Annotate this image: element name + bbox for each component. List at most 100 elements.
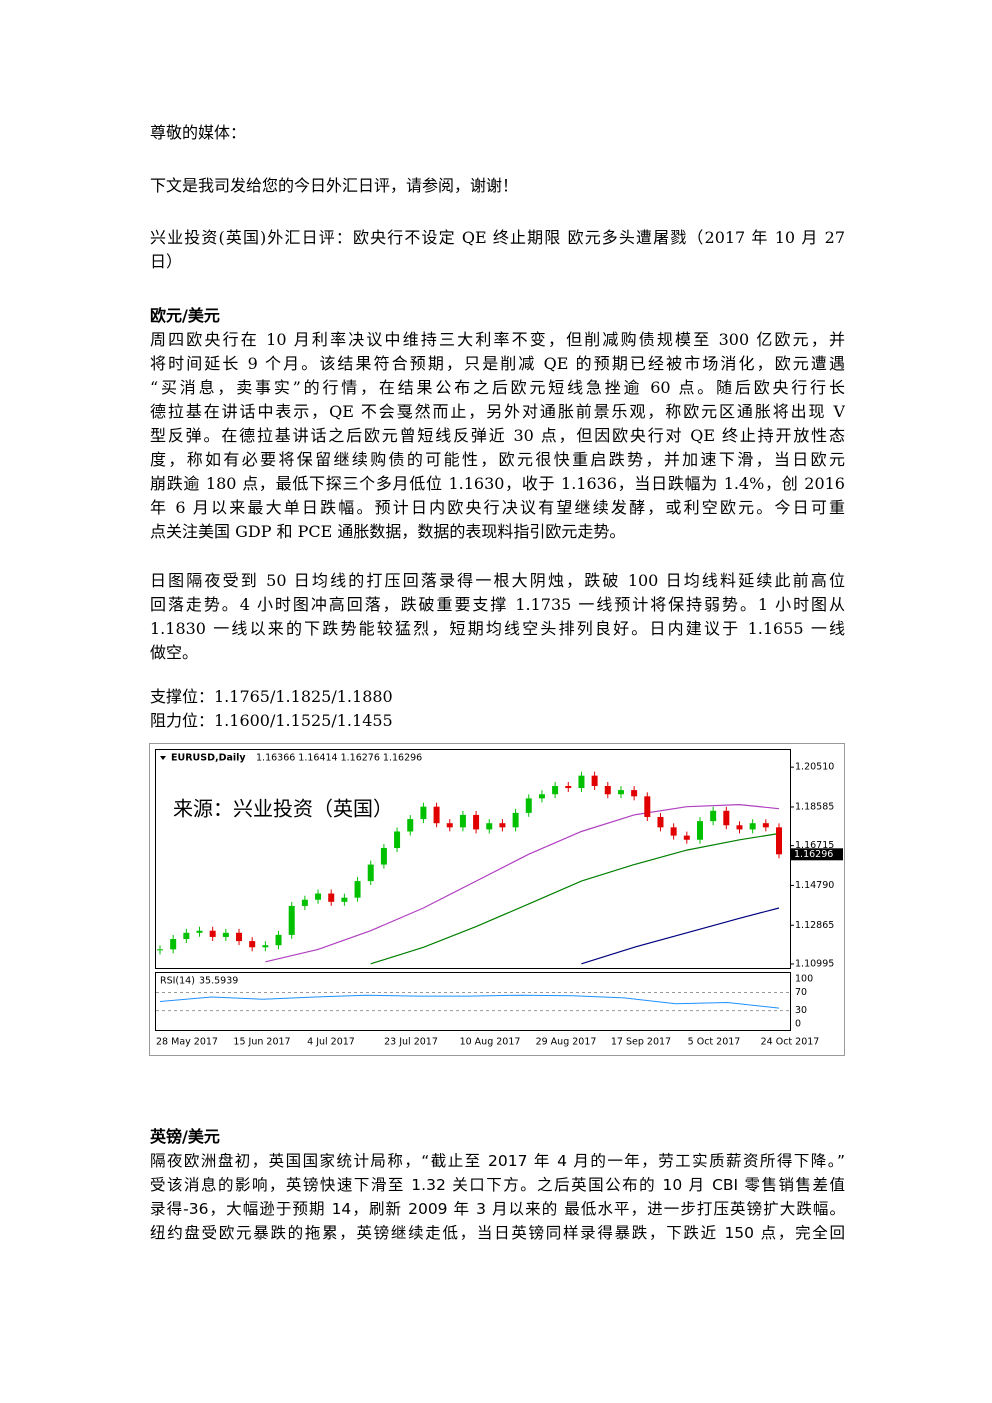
text-line: 尊敬的媒体：: [150, 123, 247, 142]
candle: [183, 932, 190, 940]
moving-average: [370, 832, 780, 965]
text-line: 下文是我司发给您的今日外汇日评，请参阅，谢谢！: [150, 176, 519, 195]
text-line: 受该消息的影响，英镑快速下滑至 1.32 关口下方。之后英国公布的 10 月 C…: [150, 1176, 845, 1194]
text-line: 欧元/美元: [150, 306, 220, 325]
text-line: “买消息，卖事实”的行情，在结果公布之后欧元短线急挫逾 60 点。随后欧央行行长: [150, 378, 845, 397]
text-line: 度，称如有必要将保留继续购债的可能性，欧元很快重启跌势，并加速下滑，当日欧元: [150, 450, 845, 469]
x-tick-label: 5 Oct 2017: [688, 1037, 741, 1048]
x-tick-label: 15 Jun 2017: [233, 1037, 290, 1048]
text-line: 做空。: [150, 643, 199, 662]
candle: [473, 814, 480, 830]
candle: [222, 932, 229, 937]
candle: [762, 823, 769, 828]
rsi-tick-label: 100: [795, 973, 813, 984]
chart-quote: 1.16366 1.16414 1.16276 1.16296: [256, 753, 422, 764]
x-tick-label: 24 Oct 2017: [761, 1037, 820, 1048]
candle: [710, 810, 717, 822]
rsi-tick-label: 30: [795, 1005, 807, 1016]
candle: [328, 893, 335, 902]
text-line: 周四欧央行在 10 月利率决议中维持三大利率不变，但削减购债规模至 300 亿欧…: [150, 330, 845, 349]
candle: [236, 932, 243, 942]
candle: [459, 814, 466, 828]
text-line: 日图隔夜受到 50 日均线的打压回落录得一根大阴烛，跌破 100 日均线料延续此…: [150, 571, 845, 590]
candle: [776, 827, 782, 855]
candle: [209, 930, 216, 937]
rsi-line: [159, 994, 780, 1009]
candle: [315, 893, 322, 900]
chart-symbol: EURUSD,Daily: [171, 753, 246, 764]
candle: [486, 823, 493, 830]
text-line: 英镑/美元: [150, 1127, 220, 1146]
candle: [262, 945, 269, 948]
candle: [367, 864, 374, 882]
x-tick-label: 29 Aug 2017: [536, 1037, 597, 1048]
candle: [446, 823, 453, 828]
candle: [499, 823, 506, 828]
candle: [670, 827, 677, 836]
text-line: 录得-36，大幅逊于预期 14，刷新 2009 年 3 月以来的 最低水平，进一…: [150, 1200, 845, 1218]
text-line: 德拉基在讲话中表示，QE 不会戛然而止，另外对通胀前景乐观，称欧元区通胀将出现 …: [150, 402, 845, 421]
chart-watermark: 来源：兴业投资（英国）: [173, 797, 393, 821]
candle: [341, 897, 348, 902]
text-line: 日）: [150, 252, 183, 271]
candle: [380, 848, 387, 865]
rsi-label: RSI(14): [160, 976, 195, 987]
text-line: 将时间延长 9 个月。该结果符合预期，只是削减 QE 的预期已经被市场消化，欧元…: [150, 354, 845, 373]
candle: [552, 785, 559, 795]
candle: [407, 819, 414, 832]
candle: [512, 812, 519, 828]
candle: [736, 825, 743, 830]
candle: [288, 905, 295, 935]
text-line: 隔夜欧洲盘初，英国国家统计局称，“截止至 2017 年 4 月的一年，劳工实质薪…: [150, 1152, 845, 1170]
candle: [565, 785, 572, 789]
candle: [157, 949, 163, 951]
text-line: 阻力位：1.1600/1.1525/1.1455: [150, 711, 393, 730]
y-tick-label: 1.16715: [795, 840, 834, 851]
candle: [683, 835, 690, 840]
x-tick-label: 10 Aug 2017: [460, 1037, 521, 1048]
candle: [196, 930, 203, 933]
candle: [301, 899, 308, 906]
y-tick-label: 1.12865: [795, 920, 834, 931]
text-line: 1.1830 一线以来的下跌势能较猛烈，短期均线空头排列良好。日内建议于 1.1…: [150, 619, 845, 638]
candle: [275, 934, 282, 946]
moving-average: [265, 803, 780, 963]
text-line: 崩跌逾 180 点，最低下探三个多月低位 1.1630，收于 1.1636，当日…: [150, 474, 845, 493]
x-tick-label: 4 Jul 2017: [307, 1037, 355, 1048]
menu-arrow: [160, 756, 166, 760]
y-tick-label: 1.10995: [795, 958, 834, 969]
text-line: 纽约盘受欧元暴跌的拖累，英镑继续走低，当日英镑同样录得暴跌，下跌近 150 点，…: [150, 1224, 845, 1242]
y-tick-label: 1.14790: [795, 880, 834, 891]
candle: [525, 798, 532, 813]
candle: [604, 785, 611, 795]
figure-border: [149, 743, 845, 1056]
x-tick-label: 28 May 2017: [156, 1037, 218, 1048]
price-tag: [791, 848, 843, 861]
candle: [420, 806, 427, 820]
candle: [170, 939, 177, 950]
candle: [749, 823, 756, 830]
candle: [394, 831, 401, 849]
candle: [538, 794, 545, 799]
candle: [578, 775, 585, 789]
x-tick-label: 17 Sep 2017: [611, 1037, 671, 1048]
candle: [723, 810, 730, 826]
x-tick-label: 23 Jul 2017: [384, 1037, 438, 1048]
candle: [617, 790, 624, 795]
text-line: 回落走势。4 小时图冲高回落，跌破重要支撑 1.1735 一线预计将保持弱势。1…: [150, 595, 845, 614]
candle: [249, 941, 256, 948]
text-line: 年 6 月以来最大单日跌幅。预计日内欧央行决议有望继续发酵，或利空欧元。今日可重: [150, 498, 845, 517]
y-tick-label: 1.18585: [795, 801, 834, 812]
text-line: 型反弹。在德拉基讲话之后欧元曾短线反弹近 30 点，但因欧央行对 QE 终止持开…: [150, 426, 845, 445]
text-line: 兴业投资(英国)外汇日评：欧央行不设定 QE 终止期限 欧元多头遭屠戮（2017…: [150, 228, 845, 247]
candle: [696, 821, 703, 840]
candle: [644, 796, 651, 818]
candle: [657, 817, 664, 828]
candle: [433, 806, 440, 824]
candle: [354, 881, 361, 898]
rsi-tick-label: 70: [795, 987, 807, 998]
candle: [631, 790, 638, 797]
rsi-panel: [155, 972, 791, 1031]
chart-figure: EURUSD,Daily 1.16366 1.16414 1.16276 1.16…: [149, 743, 845, 1056]
